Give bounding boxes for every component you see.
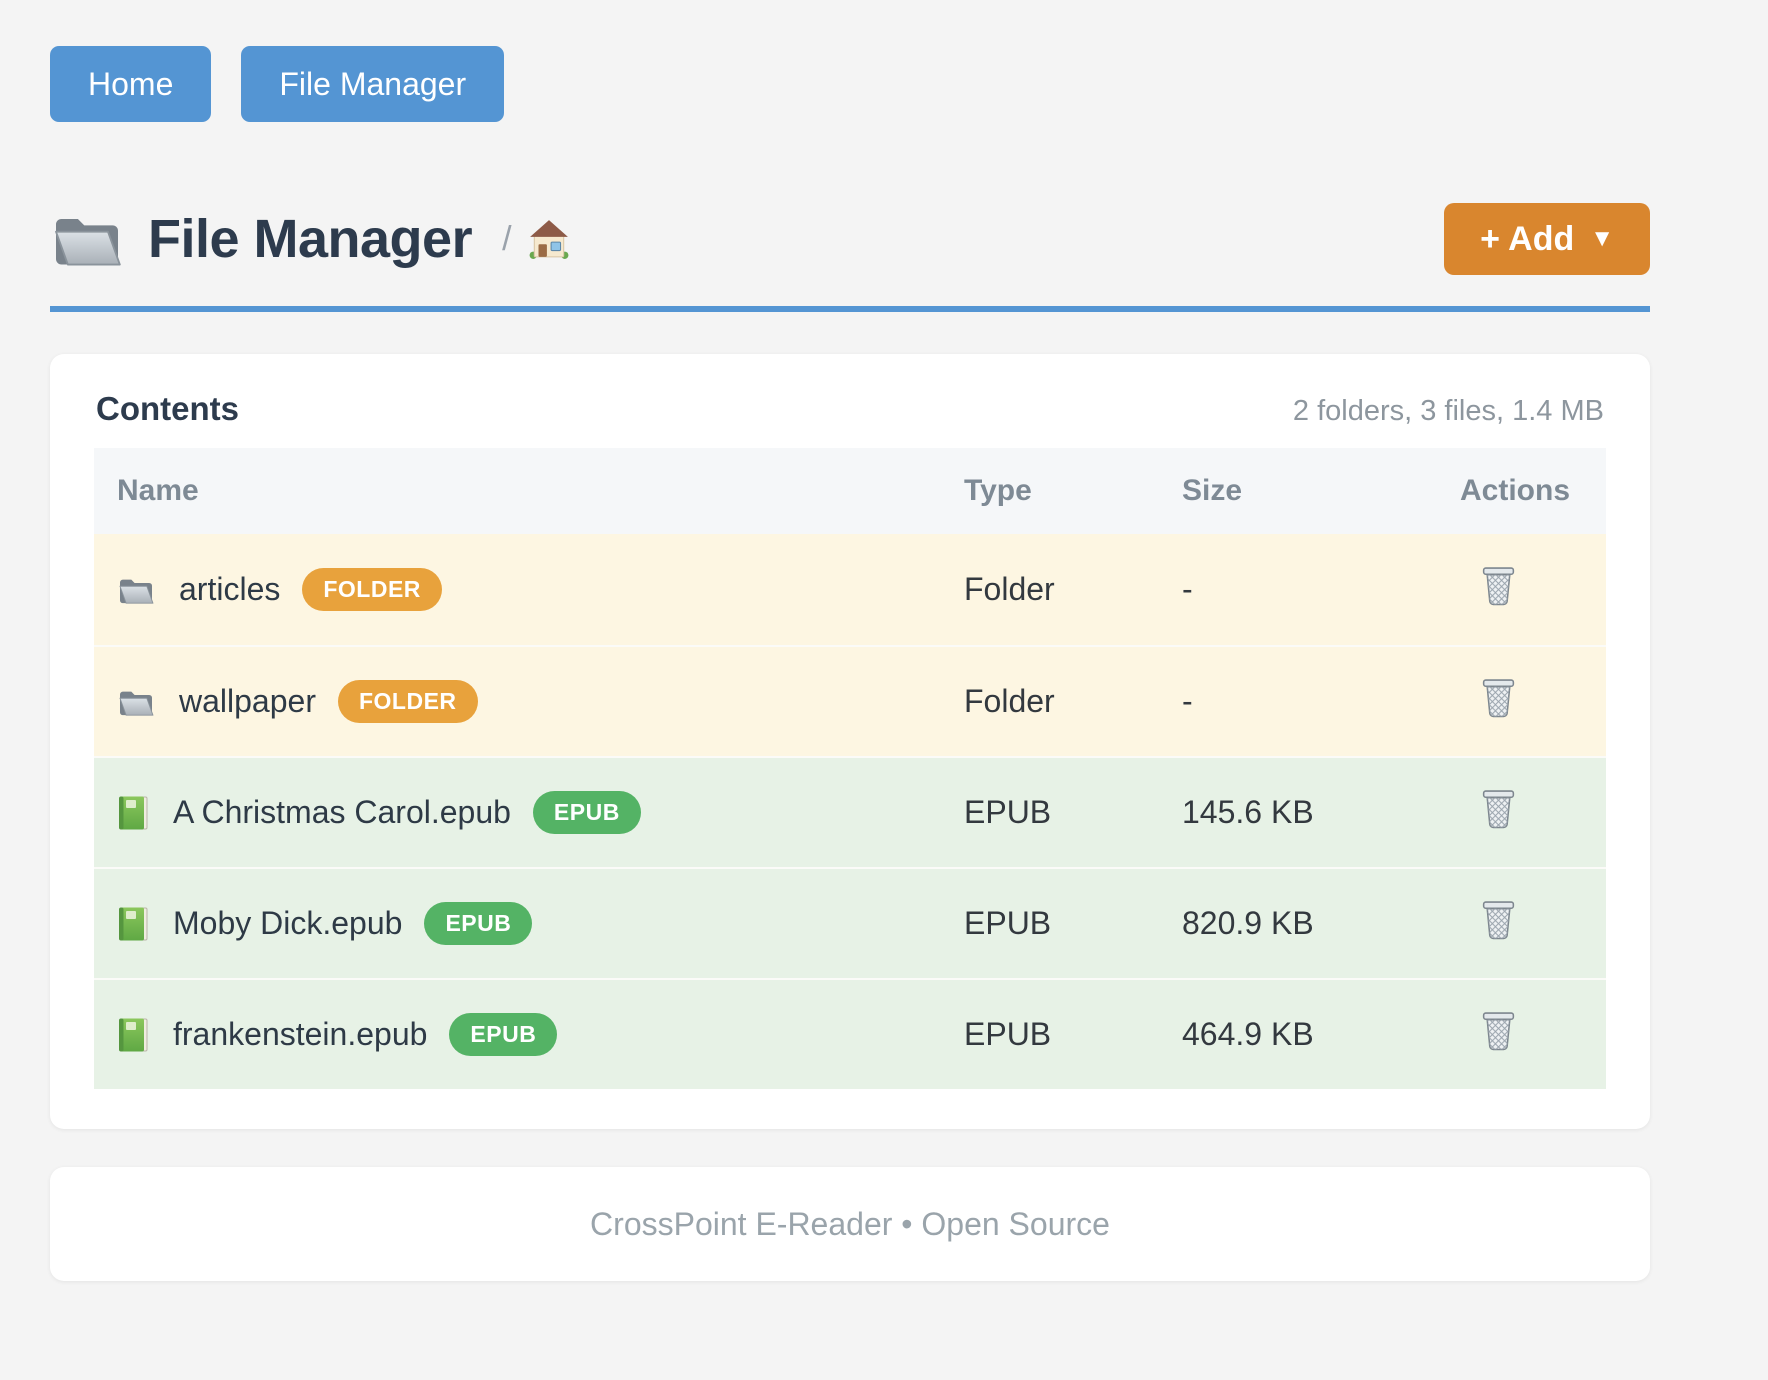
name-cell: frankenstein.epub EPUB <box>94 1013 964 1056</box>
name-cell: Moby Dick.epub EPUB <box>94 902 964 945</box>
size-cell: - <box>1182 683 1193 719</box>
column-header-type: Type <box>964 474 1032 507</box>
delete-button[interactable] <box>1480 899 1517 940</box>
table-header-row: Name Type Size Actions <box>94 448 1606 534</box>
actions-cell <box>1460 565 1606 614</box>
size-cell: 820.9 KB <box>1182 905 1314 941</box>
type-cell: EPUB <box>964 794 1052 830</box>
file-type-badge: EPUB <box>449 1013 558 1056</box>
table-row[interactable]: Moby Dick.epub EPUB EPUB 820.9 KB <box>94 867 1606 978</box>
file-manager-button[interactable]: File Manager <box>241 46 505 122</box>
name-cell: articles FOLDER <box>94 568 964 611</box>
page-header: File Manager / + Add ▼ <box>50 203 1650 275</box>
page-title: File Manager <box>148 209 473 269</box>
contents-header: Contents 2 folders, 3 files, 1.4 MB <box>94 390 1606 448</box>
contents-summary: 2 folders, 3 files, 1.4 MB <box>1292 395 1604 427</box>
trash-icon <box>1480 565 1517 606</box>
folder-icon <box>50 208 124 270</box>
file-table: Name Type Size Actions articles FOLDER F… <box>94 448 1606 1089</box>
table-row[interactable]: frankenstein.epub EPUB EPUB 464.9 KB <box>94 978 1606 1089</box>
caret-down-icon: ▼ <box>1590 225 1614 252</box>
name-cell: A Christmas Carol.epub EPUB <box>94 791 964 834</box>
type-cell: EPUB <box>964 905 1052 941</box>
table-row[interactable]: wallpaper FOLDER Folder - <box>94 645 1606 756</box>
footer-text: CrossPoint E-Reader • Open Source <box>590 1205 1110 1242</box>
contents-card: Contents 2 folders, 3 files, 1.4 MB Name… <box>50 354 1650 1129</box>
file-name[interactable]: articles <box>179 571 281 607</box>
file-name[interactable]: A Christmas Carol.epub <box>173 794 511 830</box>
file-name[interactable]: Moby Dick.epub <box>173 905 403 941</box>
actions-cell <box>1460 788 1606 837</box>
folder-icon <box>117 686 155 718</box>
trash-icon <box>1480 899 1517 940</box>
actions-cell <box>1460 899 1606 948</box>
delete-button[interactable] <box>1480 565 1517 606</box>
file-type-badge: FOLDER <box>337 680 478 723</box>
breadcrumb-separator: / <box>502 219 512 258</box>
size-cell: 145.6 KB <box>1182 794 1314 830</box>
book-icon <box>117 906 149 942</box>
delete-button[interactable] <box>1480 677 1517 718</box>
column-header-actions: Actions <box>1460 474 1571 507</box>
table-body: articles FOLDER Folder - wallpaper FOLDE… <box>94 534 1606 1089</box>
table-row[interactable]: articles FOLDER Folder - <box>94 534 1606 645</box>
delete-button[interactable] <box>1480 1010 1517 1051</box>
home-icon[interactable] <box>528 218 570 260</box>
page: Home File Manager File Manager / + Add ▼… <box>50 46 1650 1281</box>
book-icon <box>117 795 149 831</box>
column-header-size: Size <box>1182 474 1243 507</box>
type-cell: EPUB <box>964 1016 1052 1052</box>
contents-heading: Contents <box>96 390 239 427</box>
title-divider <box>50 306 1650 312</box>
column-header-name: Name <box>117 474 199 507</box>
size-cell: 464.9 KB <box>1182 1016 1314 1052</box>
size-cell: - <box>1182 571 1193 607</box>
footer-card: CrossPoint E-Reader • Open Source <box>50 1167 1650 1281</box>
add-button-label: + Add <box>1480 219 1575 258</box>
type-cell: Folder <box>964 683 1055 719</box>
file-type-badge: FOLDER <box>302 568 442 611</box>
trash-icon <box>1480 788 1517 829</box>
trash-icon <box>1480 1010 1517 1051</box>
actions-cell <box>1460 1010 1606 1059</box>
add-button[interactable]: + Add ▼ <box>1444 203 1650 275</box>
actions-cell <box>1460 677 1606 726</box>
folder-icon <box>117 574 155 606</box>
delete-button[interactable] <box>1480 788 1517 829</box>
file-name[interactable]: wallpaper <box>179 683 316 719</box>
file-type-badge: EPUB <box>424 902 533 945</box>
file-type-badge: EPUB <box>532 791 641 834</box>
home-button[interactable]: Home <box>50 46 212 122</box>
book-icon <box>117 1017 149 1053</box>
file-name[interactable]: frankenstein.epub <box>173 1016 428 1052</box>
top-nav: Home File Manager <box>50 46 1650 122</box>
type-cell: Folder <box>964 571 1055 607</box>
trash-icon <box>1480 677 1517 718</box>
breadcrumb: / <box>502 218 569 260</box>
name-cell: wallpaper FOLDER <box>94 680 964 723</box>
table-row[interactable]: A Christmas Carol.epub EPUB EPUB 145.6 K… <box>94 756 1606 867</box>
